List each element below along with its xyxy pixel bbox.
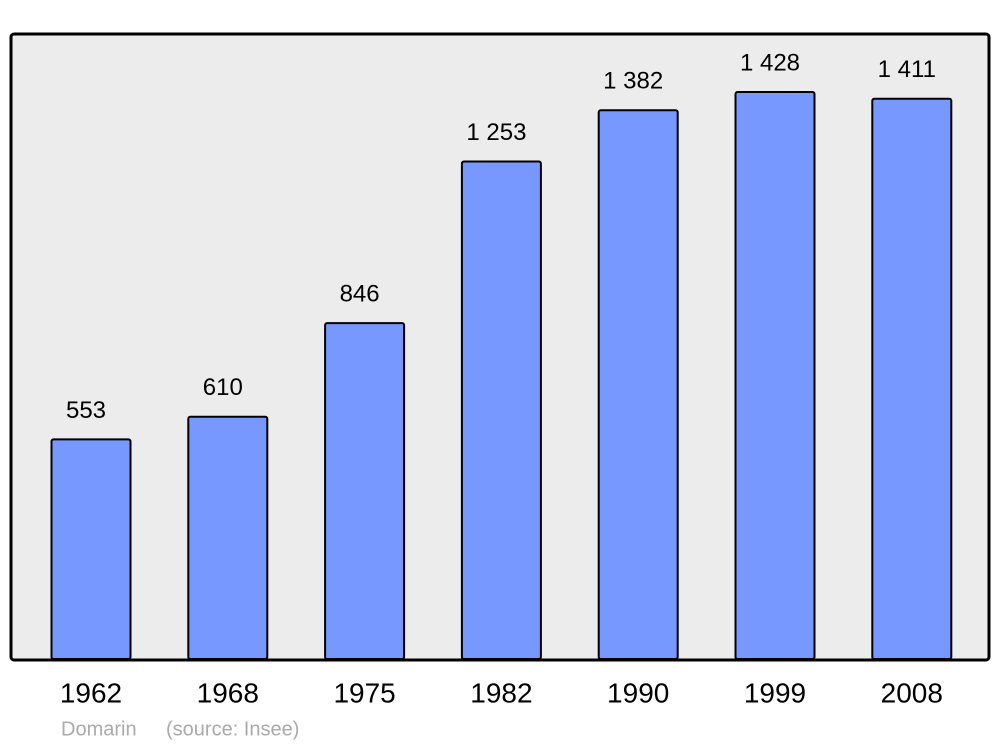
bar bbox=[324, 322, 406, 660]
x-tick-label: 1999 bbox=[744, 677, 806, 708]
bar bbox=[50, 438, 132, 661]
x-tick-label: 1975 bbox=[333, 677, 395, 708]
bar bbox=[871, 97, 953, 660]
x-tick-label: 2008 bbox=[881, 677, 943, 708]
x-tick-label: 1990 bbox=[607, 677, 669, 708]
value-label: 1 382 bbox=[603, 68, 663, 95]
value-label: 553 bbox=[66, 397, 106, 424]
value-label: 1 428 bbox=[740, 49, 800, 76]
x-tick-label: 1982 bbox=[470, 677, 532, 708]
value-label: 1 253 bbox=[466, 119, 526, 146]
bar bbox=[187, 415, 269, 661]
source-note: (source: Insee) bbox=[166, 718, 299, 740]
bar bbox=[460, 160, 542, 660]
place-name: Domarin bbox=[61, 718, 137, 740]
bar bbox=[734, 91, 816, 660]
value-label: 610 bbox=[203, 374, 243, 401]
value-label: 1 411 bbox=[878, 56, 936, 83]
value-label: 846 bbox=[340, 280, 380, 307]
x-tick-label: 1962 bbox=[60, 677, 122, 708]
x-tick-label: 1968 bbox=[197, 677, 259, 708]
bar bbox=[597, 109, 679, 660]
